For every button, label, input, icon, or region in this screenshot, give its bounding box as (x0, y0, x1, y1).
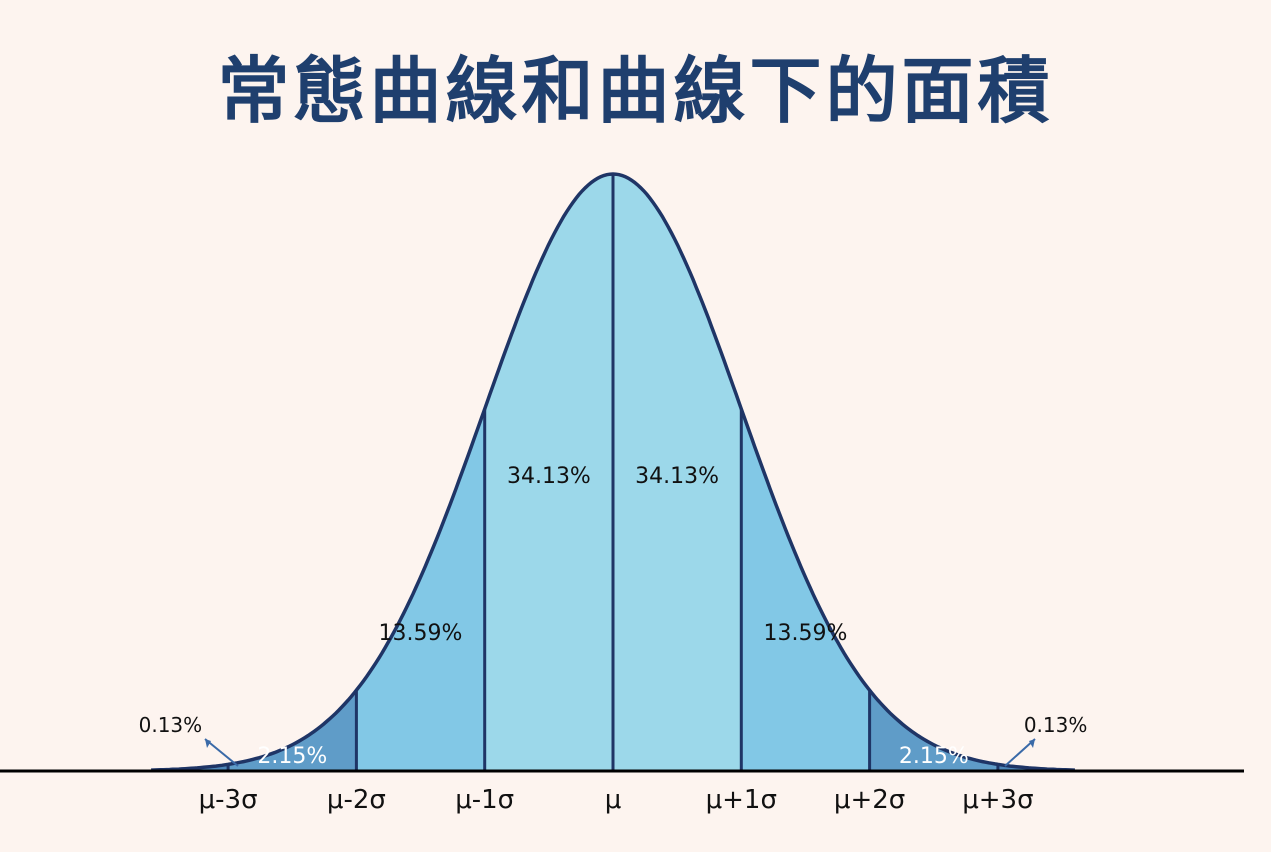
x-tick-label: μ+2σ (834, 785, 905, 815)
region-percent-label: 2.15% (899, 744, 969, 769)
x-tick-label: μ+1σ (706, 785, 777, 815)
chart-title: 常態曲線和曲線下的面積 (217, 49, 1054, 133)
x-tick-label: μ-3σ (199, 785, 258, 815)
tail-arrow-head (205, 739, 211, 748)
x-tick-label: μ (605, 785, 622, 815)
x-tick-label: μ-2σ (327, 785, 386, 815)
region-percent-label: 13.59% (764, 621, 848, 646)
tail-percent-label: 0.13% (1024, 713, 1088, 737)
tail-area-right (997, 764, 1075, 771)
tail-arrow-head (1029, 739, 1035, 748)
tail-arrow-line (1004, 738, 1036, 767)
tail-percent-label: 0.13% (139, 713, 203, 737)
region-percent-label: 34.13% (507, 464, 591, 489)
x-tick-label: μ-1σ (455, 785, 514, 815)
region-area-6 (869, 690, 998, 771)
tail-area-left (151, 764, 229, 771)
region-percent-label: 2.15% (257, 744, 327, 769)
tail-arrow-line (204, 738, 239, 767)
region-percent-label: 34.13% (635, 464, 719, 489)
x-tick-label: μ+3σ (962, 785, 1033, 815)
region-area-1 (228, 690, 357, 771)
region-percent-label: 13.59% (379, 621, 463, 646)
